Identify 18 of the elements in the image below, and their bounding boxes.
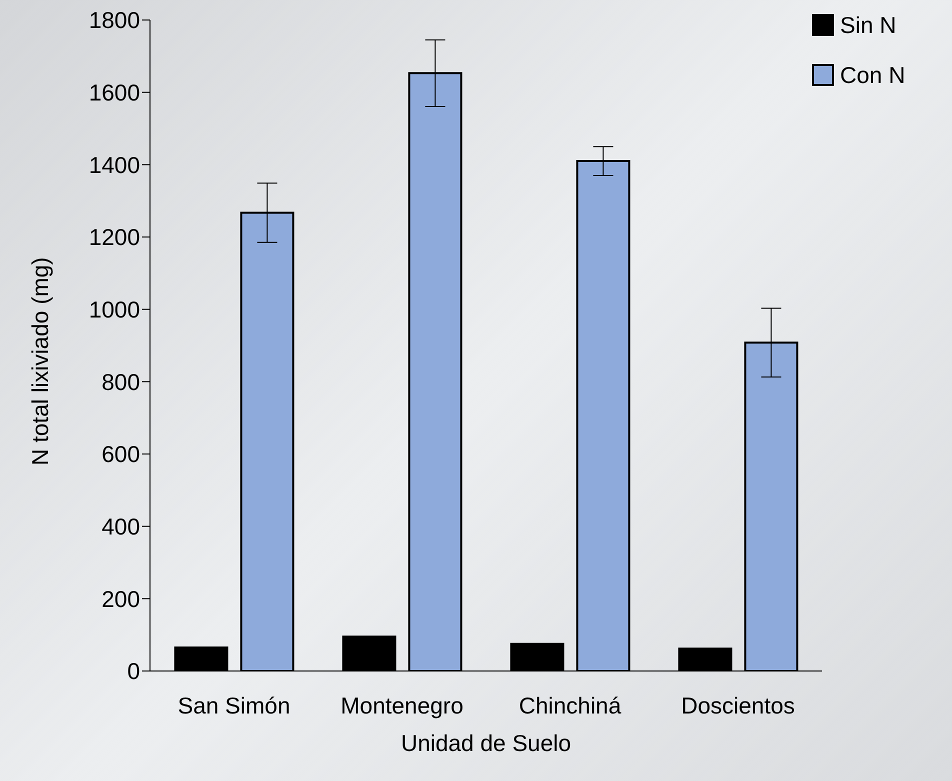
- y-tick-label: 600: [102, 441, 140, 468]
- y-tick-label: 800: [102, 368, 140, 395]
- legend-label: Con N: [840, 62, 906, 88]
- y-tick-label: 1000: [88, 296, 140, 322]
- x-tick-label: Doscientos: [681, 692, 795, 718]
- x-tick-label: Chinchiná: [518, 692, 622, 718]
- y-axis-title: N total lixiviado (mg): [27, 257, 54, 466]
- y-tick-label: 1200: [88, 224, 140, 250]
- y-tick-label: 200: [102, 586, 140, 612]
- y-tick-label: 400: [102, 514, 140, 540]
- x-tick-label: San Simón: [178, 692, 290, 718]
- legend-label: Sin N: [840, 12, 896, 38]
- y-tick-label: 1800: [88, 7, 140, 34]
- x-axis-title: Unidad de Suelo: [400, 730, 572, 756]
- y-tick-label: 1600: [88, 80, 140, 106]
- y-tick-label: 0: [127, 658, 140, 684]
- x-tick-label: Montenegro: [340, 692, 464, 718]
- y-tick-label: 1400: [88, 152, 140, 178]
